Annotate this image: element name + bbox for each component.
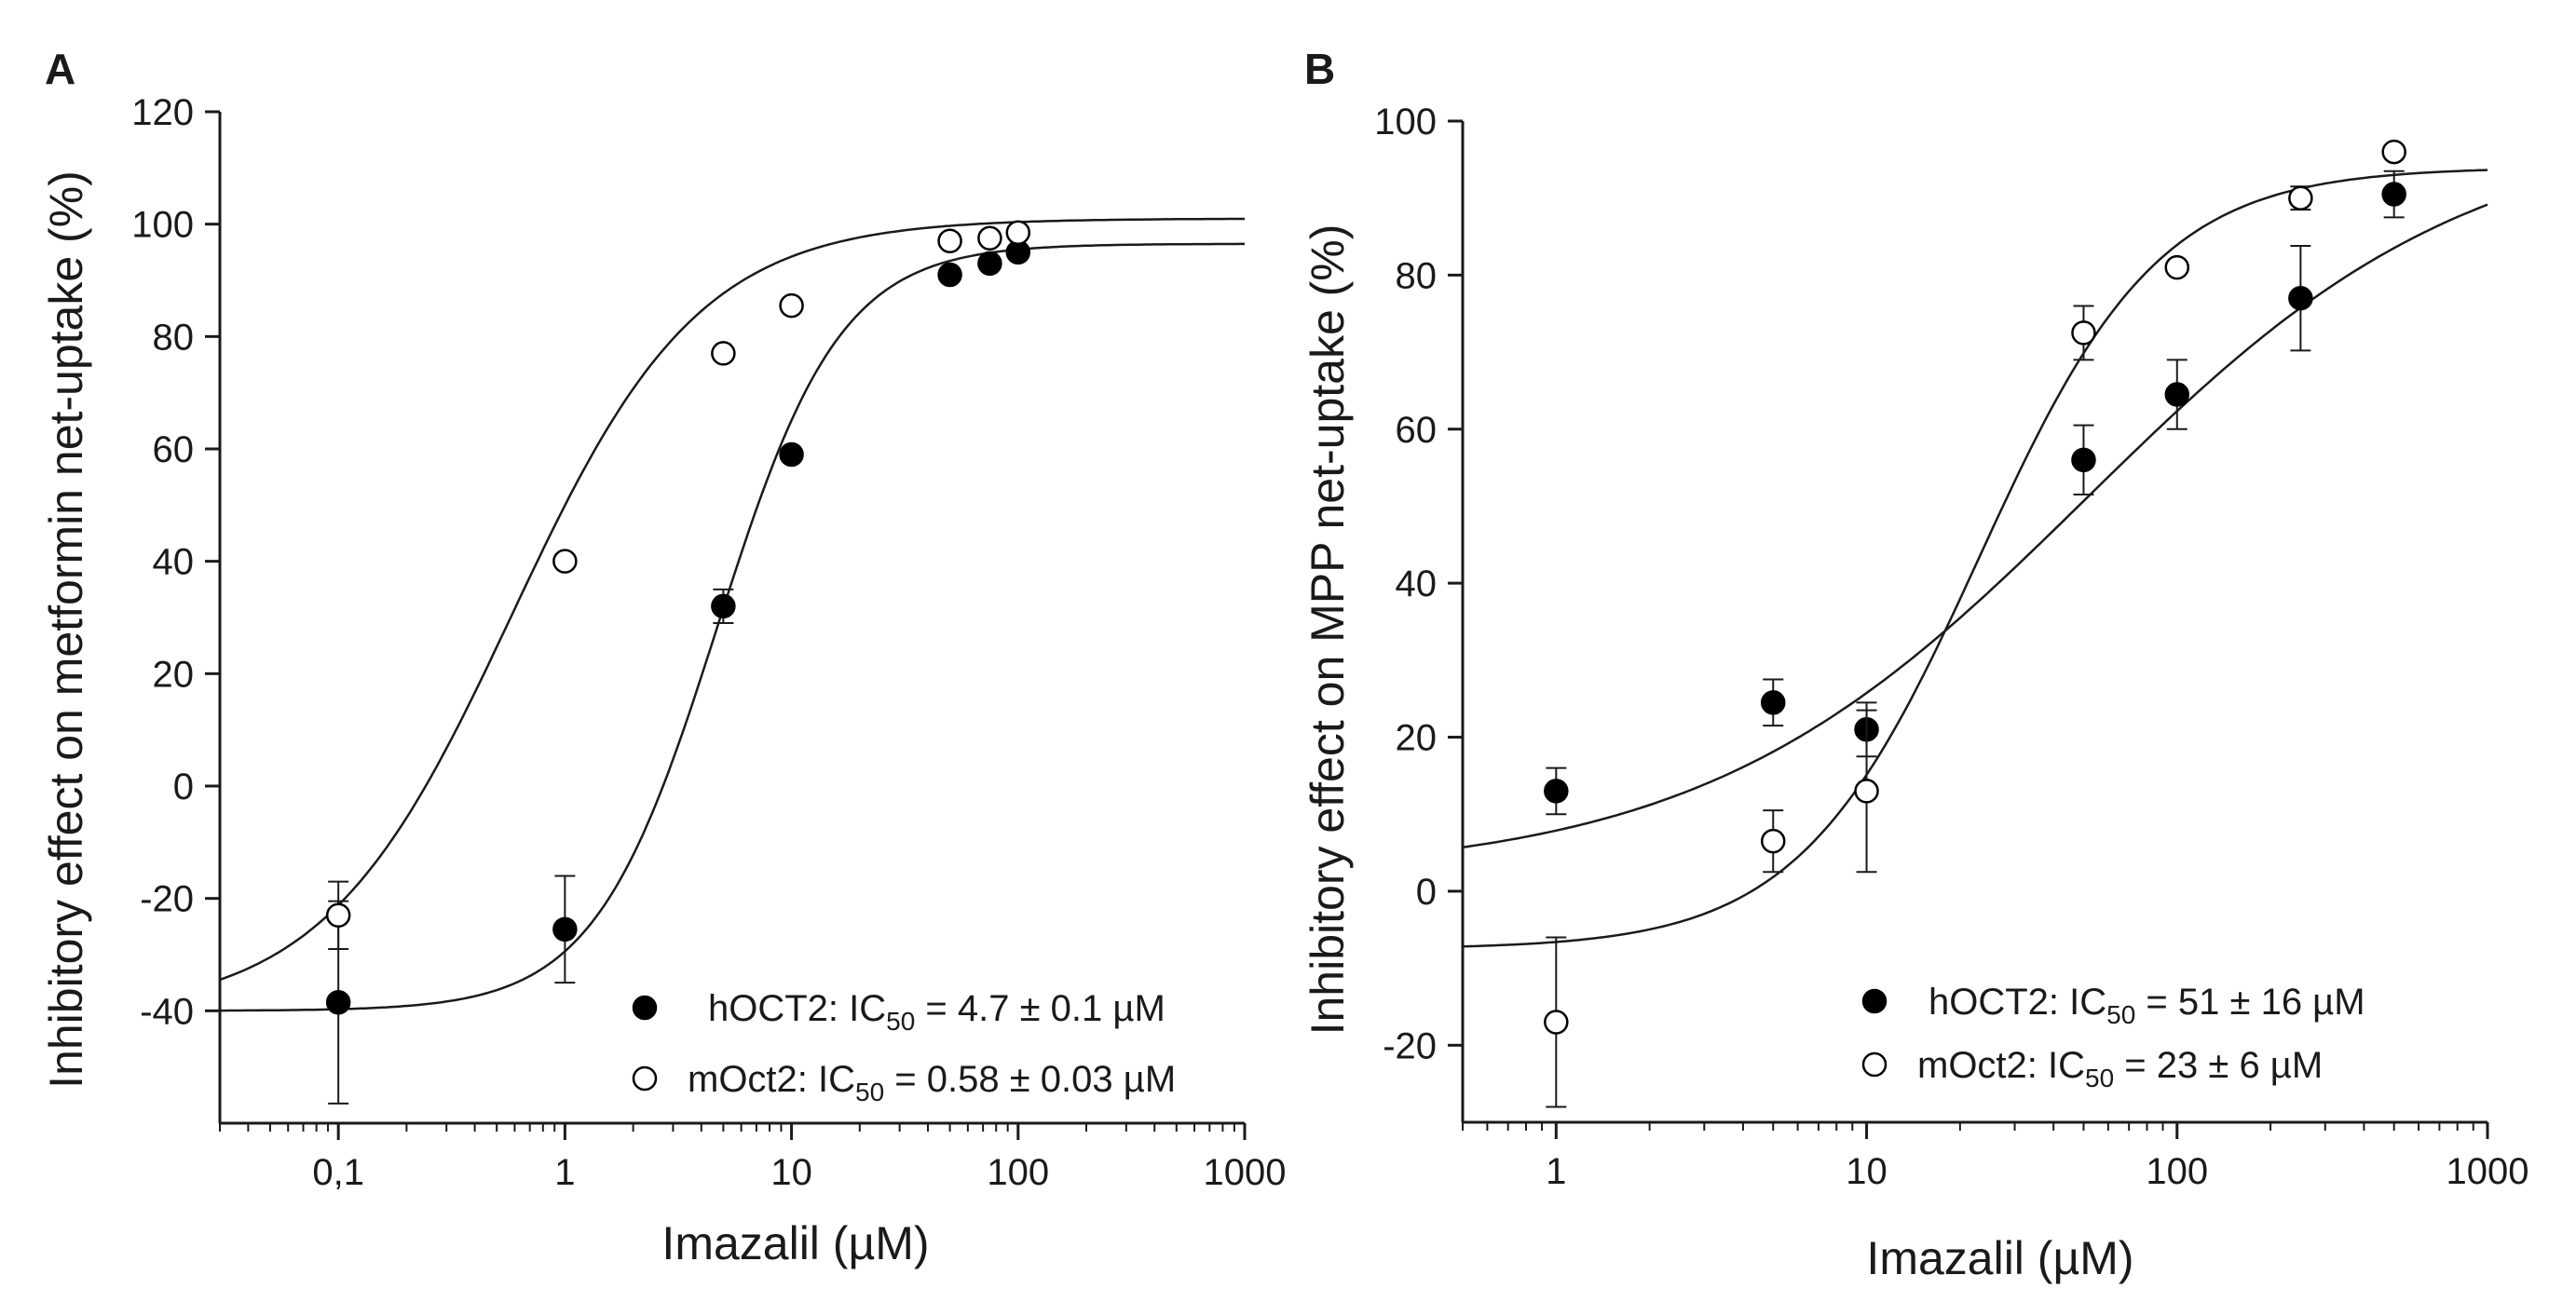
y-tick-label: 80 — [153, 317, 195, 358]
y-tick-label: 20 — [1396, 718, 1438, 759]
x-tick-label: 0,1 — [312, 1152, 364, 1193]
x-tick-label: 100 — [987, 1152, 1049, 1193]
legend-label-hoct2-b: hOCT2: IC50 = 51 ± 16 µM — [1929, 982, 2365, 1029]
x-tick-label: 1 — [554, 1152, 575, 1193]
y-axis-title-b: Inhibitory effect on MPP net-uptake (%) — [1302, 224, 1354, 1036]
legend-b: hOCT2: IC50 = 51 ± 16 µM mOct2: IC50 = 2… — [1861, 982, 2365, 1092]
legend-label-moct2-b: mOct2: IC50 = 23 ± 6 µM — [1917, 1045, 2323, 1092]
legend-suffix: = 23 ± 6 µM — [2114, 1045, 2323, 1086]
y-axis-title-a: Inhibitory effect on metformin net-uptak… — [40, 170, 92, 1089]
data-point-moct2 — [2381, 139, 2406, 165]
data-point-hoct2 — [552, 916, 578, 943]
fit-curve-hoct2 — [1462, 203, 2488, 849]
x-tick-label: 100 — [2146, 1151, 2208, 1192]
legend-marker-filled — [632, 995, 658, 1021]
legend-marker-filled — [1861, 988, 1888, 1014]
y-tick-label: 60 — [1396, 410, 1438, 451]
legend-subscript: 50 — [886, 1007, 915, 1036]
data-point-hoct2 — [2164, 382, 2190, 407]
y-tick-label: 40 — [1396, 563, 1438, 604]
data-point-moct2 — [1760, 828, 1786, 854]
legend-suffix: = 4.7 ± 0.1 µM — [915, 988, 1165, 1029]
data-point-moct2 — [1005, 220, 1031, 245]
axes-a: -40 -20 0 20 40 60 80 100 120 0,1 1 10 100 1000 — [131, 92, 1286, 1193]
data-point-moct2 — [2288, 185, 2313, 210]
data-point-moct2 — [1544, 1010, 1569, 1035]
y-tick-label: 0 — [173, 766, 194, 807]
data-point-hoct2 — [1544, 779, 1569, 804]
data-point-hoct2 — [779, 441, 804, 468]
data-point-moct2 — [977, 225, 1002, 251]
fit-curve-hoct2 — [220, 242, 1245, 1012]
legend-suffix: = 51 ± 16 µM — [2135, 982, 2365, 1023]
legend-a: hOCT2: IC50 = 4.7 ± 0.1 µM mOct2: IC50 =… — [632, 988, 1176, 1106]
y-tick-label: 40 — [153, 542, 195, 583]
data-point-hoct2 — [1760, 690, 1786, 715]
y-tick-label: 60 — [153, 429, 195, 470]
fit-curves-b — [1462, 169, 2488, 948]
panel-label-b: B — [1304, 45, 1335, 93]
y-tick-label: -40 — [140, 991, 194, 1032]
data-point-hoct2 — [977, 251, 1002, 277]
data-point-hoct2 — [2288, 285, 2313, 311]
legend-prefix: mOct2: IC — [688, 1059, 855, 1100]
legend-prefix: mOct2: IC — [1917, 1045, 2085, 1086]
data-point-hoct2 — [325, 990, 351, 1015]
legend-entry-hoct2-a: hOCT2: IC50 = 4.7 ± 0.1 µM — [632, 988, 1165, 1036]
y-tick-label: 20 — [153, 654, 195, 695]
data-point-moct2 — [2071, 320, 2096, 346]
legend-entry-moct2-a: mOct2: IC50 = 0.58 ± 0.03 µM — [632, 1059, 1176, 1106]
data-point-moct2 — [937, 228, 962, 254]
y-tick-label: 120 — [131, 92, 194, 133]
y-tick-label: -20 — [1383, 1025, 1437, 1066]
x-tick-label: 10 — [770, 1152, 812, 1193]
legend-marker-open — [1861, 1051, 1888, 1078]
axes-b: -20 0 20 40 60 80 100 1 10 100 1000 — [1374, 102, 2528, 1192]
y-tick-label: 0 — [1416, 872, 1437, 913]
x-axis-title-a: Imazalil (µM) — [661, 1217, 929, 1269]
data-point-moct2 — [552, 549, 578, 574]
legend-subscript: 50 — [855, 1078, 884, 1106]
data-point-moct2 — [325, 902, 351, 929]
data-points-a — [325, 220, 1031, 1105]
legend-prefix: hOCT2: IC — [708, 988, 886, 1029]
legend-suffix: = 0.58 ± 0.03 µM — [884, 1059, 1176, 1100]
legend-entry-moct2-b: mOct2: IC50 = 23 ± 6 µM — [1861, 1045, 2323, 1092]
x-axis-title-b: Imazalil (µM) — [1866, 1232, 2133, 1284]
y-tick-label: -20 — [140, 879, 194, 920]
data-point-hoct2 — [2381, 182, 2406, 207]
data-point-moct2 — [1854, 779, 1879, 804]
legend-marker-open — [632, 1065, 658, 1092]
x-tick-label: 10 — [1846, 1151, 1888, 1192]
panel-a: A Imazalil (µM) Inhibitory effect on met… — [40, 45, 1286, 1269]
panel-b: B Imazalil (µM) Inhibitory effect on MPP… — [1302, 45, 2528, 1284]
fit-curve-moct2 — [1462, 169, 2488, 948]
y-tick-label: 100 — [131, 205, 194, 246]
data-point-hoct2 — [711, 593, 736, 619]
data-point-hoct2 — [2071, 447, 2096, 473]
x-tick-label: 1000 — [2447, 1151, 2529, 1192]
data-point-hoct2 — [937, 262, 962, 288]
panel-label-a: A — [45, 45, 75, 93]
legend-subscript: 50 — [2085, 1064, 2114, 1092]
legend-entry-hoct2-b: hOCT2: IC50 = 51 ± 16 µM — [1861, 982, 2365, 1029]
legend-label-hoct2-a: hOCT2: IC50 = 4.7 ± 0.1 µM — [708, 988, 1165, 1036]
fit-curves-a — [219, 217, 1245, 1012]
data-point-moct2 — [779, 292, 804, 319]
fit-curve-moct2 — [219, 217, 1245, 982]
x-tick-label: 1000 — [1204, 1152, 1287, 1193]
data-points-b — [1544, 139, 2406, 1108]
data-point-moct2 — [2164, 254, 2190, 280]
y-tick-label: 80 — [1396, 255, 1438, 296]
data-point-moct2 — [711, 341, 736, 366]
legend-subscript: 50 — [2106, 1000, 2135, 1029]
legend-label-moct2-a: mOct2: IC50 = 0.58 ± 0.03 µM — [688, 1059, 1176, 1106]
legend-prefix: hOCT2: IC — [1929, 982, 2106, 1023]
x-tick-label: 1 — [1546, 1151, 1566, 1192]
y-tick-label: 100 — [1374, 102, 1437, 142]
